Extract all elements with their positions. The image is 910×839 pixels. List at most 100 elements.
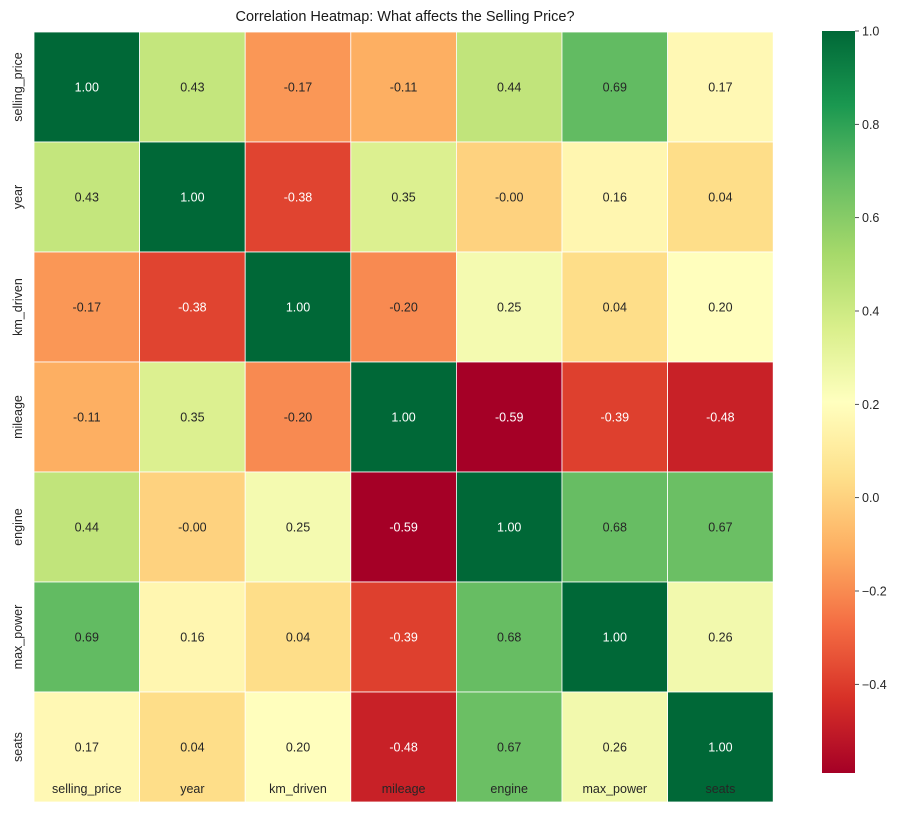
heatmap-cell: [33, 581, 140, 693]
cell-value-label: 0.44: [75, 521, 99, 535]
cell-value-label: 0.68: [603, 521, 627, 535]
heatmap-cell: [139, 31, 246, 143]
cell-value-label: 0.04: [603, 301, 627, 315]
cell-value-label: 0.16: [603, 191, 627, 205]
cell-value-label: -0.11: [73, 411, 101, 425]
heatmap-cell: [350, 251, 457, 363]
heatmap-cell: [667, 361, 774, 473]
cell-value-label: -0.00: [495, 191, 524, 205]
heatmap-cell: [667, 691, 774, 803]
heatmap-cell: [350, 581, 457, 693]
cell-value-label: 0.16: [180, 631, 204, 645]
cell-value-label: 0.69: [603, 81, 627, 95]
cell-value-label: 0.43: [180, 81, 204, 95]
cell-value-label: 0.04: [708, 191, 732, 205]
cell-value-label: -0.00: [178, 521, 207, 535]
heatmap-cell: [33, 471, 140, 583]
heatmap-cell: [244, 471, 352, 583]
heatmap-cell: [33, 361, 140, 473]
x-axis-tick-labels: selling_price year km_driven mileage engine m…: [52, 782, 735, 796]
cell-value-label: 0.17: [708, 81, 732, 95]
y-tick-label: max_power: [11, 605, 25, 670]
heatmap-cell: [139, 581, 246, 693]
heatmap-cell: [33, 691, 140, 803]
cell-value-label: 1.00: [497, 521, 521, 535]
heatmap-cell: [561, 251, 668, 363]
cell-value-label: 0.43: [75, 191, 99, 205]
heatmap-cell: [33, 31, 140, 143]
cell-value-label: 0.67: [497, 741, 521, 755]
cell-value-label: 1.00: [391, 411, 415, 425]
heatmap-cells: [33, 31, 774, 803]
heatmap-cell: [455, 141, 563, 253]
cell-value-label: -0.17: [73, 301, 102, 315]
heatmap-cell: [455, 581, 563, 693]
cell-value-label: 0.20: [708, 301, 732, 315]
heatmap-cell: [350, 31, 457, 143]
cell-value-label: -0.39: [601, 411, 630, 425]
y-tick-label: mileage: [11, 395, 25, 439]
heatmap-cell: [667, 581, 774, 693]
cell-value-label: 0.69: [75, 631, 99, 645]
heatmap-cell: [561, 361, 668, 473]
colorbar-tick-label: 0.2: [862, 398, 879, 412]
colorbar-tick-label: 0.4: [862, 305, 879, 319]
heatmap-cell: [350, 691, 457, 803]
x-tick-label: km_driven: [269, 782, 327, 796]
cell-value-label: 1.00: [286, 301, 310, 315]
colorbar-tick-label: 0.8: [862, 118, 879, 132]
heatmap-cell: [244, 581, 352, 693]
heatmap-cell: [244, 141, 352, 253]
cell-value-label: -0.59: [389, 521, 418, 535]
colorbar-gradient: [822, 31, 855, 773]
cell-value-label: -0.38: [284, 191, 313, 205]
cell-value-label: 0.20: [286, 741, 310, 755]
y-tick-label: seats: [11, 732, 25, 762]
cell-value-label: -0.11: [390, 81, 418, 95]
heatmap-cell: [139, 361, 246, 473]
cell-annotations: 1.00 0.43 -0.17 -0.11 0.44 0.69 0.17 0.43 1.00 -0…: [73, 81, 735, 755]
heatmap-cell: [350, 361, 457, 473]
cell-value-label: 1.00: [708, 741, 732, 755]
cell-value-label: 1.00: [180, 191, 204, 205]
cell-value-label: -0.48: [706, 411, 735, 425]
x-tick-label: engine: [490, 782, 528, 796]
heatmap-cell: [667, 251, 774, 363]
cell-value-label: 0.25: [286, 521, 310, 535]
heatmap-cell: [455, 31, 563, 143]
heatmap-cell: [139, 251, 246, 363]
heatmap-cell: [244, 691, 352, 803]
cell-value-label: 0.68: [497, 631, 521, 645]
cell-value-label: 1.00: [603, 631, 627, 645]
y-tick-label: selling_price: [11, 52, 25, 122]
heatmap-cell: [561, 471, 668, 583]
heatmap-cell: [561, 141, 668, 253]
colorbar-tick-label: −0.2: [862, 585, 887, 599]
cell-value-label: -0.20: [389, 301, 418, 315]
cell-value-label: 1.00: [75, 81, 99, 95]
heatmap-cell: [455, 691, 563, 803]
heatmap-cell: [667, 471, 774, 583]
cell-value-label: 0.04: [180, 741, 204, 755]
cell-value-label: -0.38: [178, 301, 207, 315]
heatmap-cell: [561, 31, 668, 143]
x-tick-label: max_power: [582, 782, 647, 796]
x-tick-label: seats: [705, 782, 735, 796]
heatmap-cell: [667, 141, 774, 253]
colorbar-tick-label: 1.0: [862, 25, 879, 39]
cell-value-label: 0.35: [180, 411, 204, 425]
y-tick-label: year: [11, 185, 25, 209]
cell-value-label: 0.17: [75, 741, 99, 755]
colorbar-tick-label: 0.6: [862, 211, 879, 225]
cell-value-label: 0.04: [286, 631, 310, 645]
heatmap-cell: [455, 251, 563, 363]
x-tick-label: mileage: [382, 782, 426, 796]
cell-value-label: -0.59: [495, 411, 524, 425]
chart-title: Correlation Heatmap: What affects the Se…: [235, 9, 574, 25]
cell-value-label: -0.39: [389, 631, 418, 645]
heatmap-cell: [33, 251, 140, 363]
colorbar: 1.0 0.8 0.6 0.4 0.2 0.0 −0.2 −0.4: [822, 25, 887, 773]
